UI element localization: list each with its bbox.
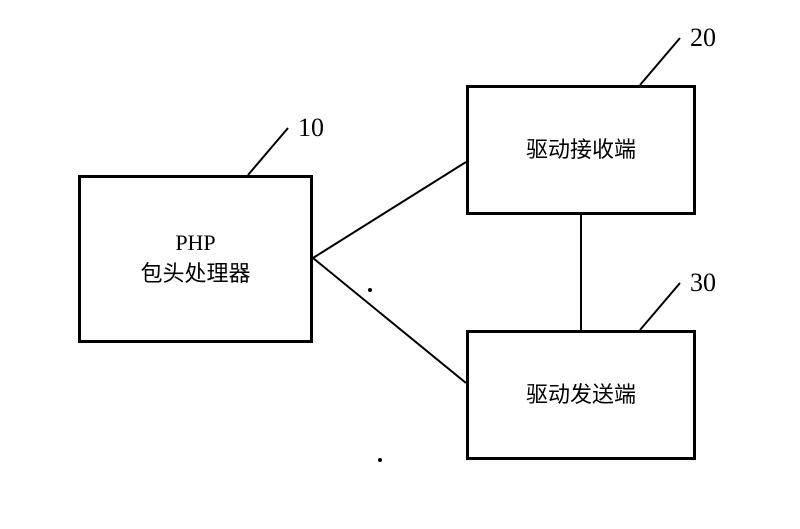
node-php-label-0: PHP — [175, 228, 215, 259]
node-number-php: 10 — [298, 113, 324, 143]
edge-0 — [313, 162, 466, 258]
leader-line-php — [248, 128, 288, 175]
leader-line-receiver — [640, 38, 680, 85]
node-number-sender: 30 — [690, 268, 716, 298]
node-sender: 驱动发送端 — [466, 330, 696, 460]
node-sender-label-0: 驱动发送端 — [526, 380, 636, 411]
node-php-label-1: 包头处理器 — [140, 259, 250, 290]
node-receiver-label-0: 驱动接收端 — [526, 135, 636, 166]
edge-1 — [313, 258, 466, 383]
leader-line-sender — [640, 283, 680, 330]
stray-dot-1 — [378, 458, 382, 462]
node-receiver: 驱动接收端 — [466, 85, 696, 215]
stray-dot-0 — [368, 288, 372, 292]
node-php: PHP包头处理器 — [78, 175, 313, 343]
node-number-receiver: 20 — [690, 23, 716, 53]
